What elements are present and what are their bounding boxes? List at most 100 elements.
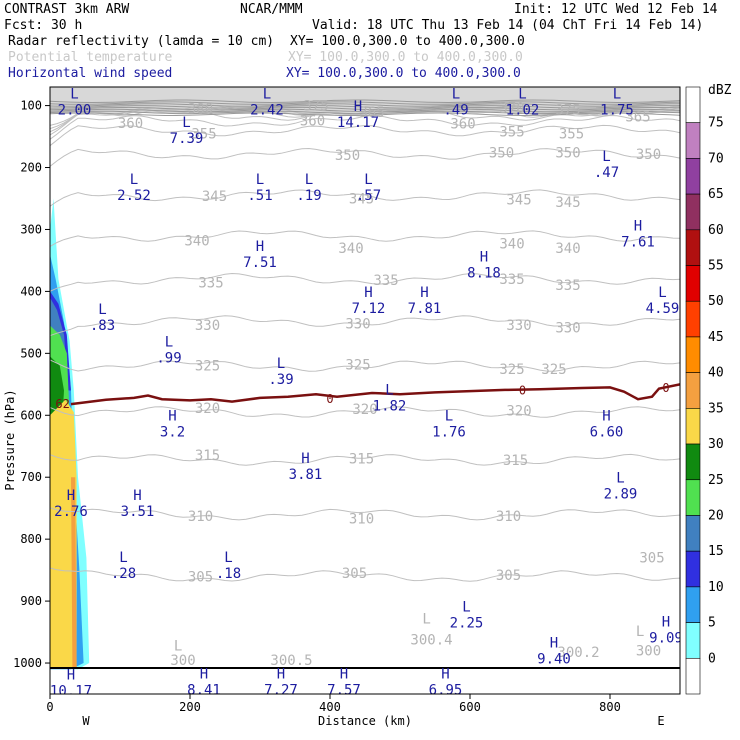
wind-extremum-high: H7.51 xyxy=(243,239,277,271)
wind-extremum-low: L1.82 xyxy=(373,383,407,415)
wind-extremum-high: H8.41 xyxy=(187,666,221,694)
reflectivity-region-30 xyxy=(50,356,64,416)
isentrope-label: 310 xyxy=(349,512,374,528)
wind-extremum-value: 1.76 xyxy=(432,425,466,441)
isentrope-label: 345 xyxy=(349,191,374,207)
wind-extremum-high: H14.17 xyxy=(337,99,379,131)
isentrope-label: 305 xyxy=(496,568,521,584)
isentrope-layer xyxy=(50,99,680,582)
reflectivity-region-35 xyxy=(50,399,77,668)
wind-extremum-high: H6.95 xyxy=(429,666,463,698)
wind-extremum-low: L.28 xyxy=(111,550,136,582)
colorbar-level: 0 xyxy=(708,651,716,666)
colorbar-swatch xyxy=(685,586,701,623)
wind-extremum-kind: H xyxy=(168,409,176,425)
wind-extremum-low: L2.42 xyxy=(250,87,284,119)
wind-extremum-value: .49 xyxy=(443,103,468,119)
wind-extremum-high: H10.17 xyxy=(50,668,92,700)
colorbar-swatch xyxy=(685,336,701,373)
wind-extremum-low: L.49 xyxy=(443,87,468,119)
colorbar-swatch xyxy=(685,158,701,195)
colorbar-level: 15 xyxy=(708,544,724,559)
wind-extremum-high: H7.61 xyxy=(621,219,655,251)
wind-extremum-low: L.83 xyxy=(90,302,115,334)
wind-extremum-low: L.57 xyxy=(356,172,381,204)
wind-extremum-kind: H xyxy=(301,451,309,467)
wind-extremum-high: H7.57 xyxy=(327,666,361,698)
wind-extremum-value: 2.76 xyxy=(54,504,88,520)
isentrope-label: 365 xyxy=(359,105,384,121)
isentrope-label: 350 xyxy=(489,146,514,162)
wind-extremum-value: 6.60 xyxy=(590,425,624,441)
wind-extremum-low: L.18 xyxy=(216,550,241,582)
isentrope-315 xyxy=(50,453,680,466)
isentrope-label: 305 xyxy=(342,566,367,582)
isentrope-label: 320 xyxy=(195,401,220,417)
colorbar-swatch xyxy=(685,122,701,159)
wind-extremum-high: H8.18 xyxy=(467,250,501,282)
isentrope-350 xyxy=(50,147,680,167)
y-tick-label: 900 xyxy=(20,594,42,608)
wind-extremum-value: 7.57 xyxy=(327,682,361,698)
wind-extremum-kind: H xyxy=(133,488,141,504)
y-tick-label: 100 xyxy=(20,99,42,113)
wind-extremum-kind: L xyxy=(602,149,610,165)
isentrope-320 xyxy=(50,406,680,418)
east-label: E xyxy=(657,714,664,728)
plot-background xyxy=(50,87,680,694)
colorbar-swatch xyxy=(685,229,701,266)
colorbar-level: 35 xyxy=(708,401,724,416)
wind-extremum-value: 2.42 xyxy=(250,103,284,119)
isentrope-upper xyxy=(50,106,680,111)
wind-extremum-kind: L xyxy=(658,285,666,301)
wind-extremum-kind: L xyxy=(613,87,621,103)
isentrope-label: 345 xyxy=(506,193,531,209)
wind-extremum-kind: H xyxy=(634,219,642,235)
isentrope-label: 365 xyxy=(625,110,650,126)
wind-extremum-kind: L xyxy=(224,550,232,566)
isentrope-upper xyxy=(50,110,680,115)
wind-extremum-value: 7.61 xyxy=(621,235,655,251)
wind-extremum-kind: L xyxy=(70,87,78,103)
x-axis-label: Distance (km) xyxy=(318,714,412,728)
wind-extremum-low: L.51 xyxy=(247,172,272,204)
wind-extremum-kind: L xyxy=(452,87,460,103)
isentrope-label-layer: 380 375 370 375 365 365 360 360 360 355 355 355 350 3… xyxy=(118,99,665,669)
freezing-level-label: 0 xyxy=(662,381,669,395)
isentrope-upper xyxy=(50,101,680,105)
colorbar-swatch xyxy=(685,550,701,588)
wind-extremum-kind: H xyxy=(340,666,348,682)
isentrope-upper xyxy=(50,108,680,113)
wind-extremum-value: 10.17 xyxy=(50,684,92,700)
freezing-level-layer: 0 0 0 62 xyxy=(55,381,680,411)
isentrope-label: 305 xyxy=(639,551,664,567)
wind-extremum-low: L2.25 xyxy=(450,599,484,631)
x-tick-label: 200 xyxy=(179,700,201,714)
wind-extremum-value: 6.95 xyxy=(429,682,463,698)
wind-extremum-value: 1.02 xyxy=(506,103,540,119)
isentrope-label: 340 xyxy=(338,241,363,257)
isentrope-label: L xyxy=(174,639,182,655)
colorbar-swatch xyxy=(685,86,701,124)
wind-extremum-kind: L xyxy=(518,87,526,103)
wind-extremum-kind: L xyxy=(256,172,264,188)
colorbar-level: 45 xyxy=(708,330,724,345)
wind-extremum-value: 7.39 xyxy=(170,131,204,147)
wind-extremum-low: L1.76 xyxy=(432,409,466,441)
y-tick-label: 1000 xyxy=(13,656,42,670)
wind-extremum-low: L2.00 xyxy=(58,87,92,119)
field3-name: Horizontal wind speed xyxy=(8,66,172,81)
isentrope-label: 340 xyxy=(555,241,580,257)
colorbar-level: 10 xyxy=(708,580,724,595)
wind-extremum-kind: H xyxy=(354,99,362,115)
isentrope-upper xyxy=(50,99,680,104)
field2-xy: XY= 100.0,300.0 to 400.0,300.0 xyxy=(288,50,523,65)
wind-extremum-kind: H xyxy=(67,668,75,684)
colorbar-level: 65 xyxy=(708,187,724,202)
wind-extremum-high: H3.51 xyxy=(121,488,155,520)
isentrope-330 xyxy=(50,315,680,337)
model-title: CONTRAST 3km ARW xyxy=(4,2,129,17)
isentrope-upper xyxy=(50,103,680,107)
